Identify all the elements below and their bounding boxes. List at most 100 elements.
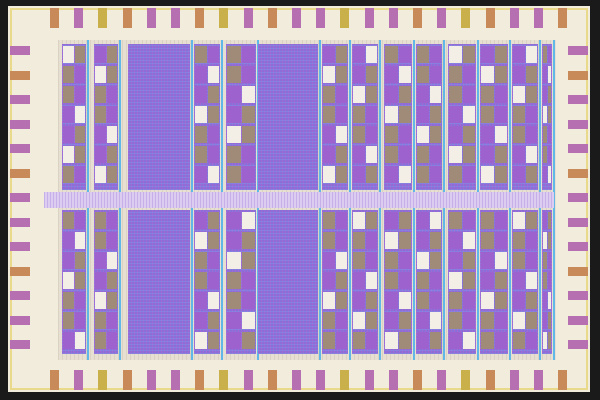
standard-cell-group — [323, 106, 335, 123]
standard-cell-group — [513, 166, 525, 183]
standard-cell-group — [106, 232, 117, 249]
standard-cell-group — [63, 252, 74, 269]
standard-cell-group — [106, 106, 117, 123]
standard-cell-group — [63, 232, 74, 249]
standard-cell-group — [385, 312, 398, 329]
power-strap — [553, 40, 555, 360]
io-pad — [534, 8, 543, 28]
standard-cell-group — [543, 146, 547, 163]
standard-cell-group — [417, 166, 429, 183]
logic-block — [512, 210, 538, 354]
standard-cell-group — [398, 106, 411, 123]
standard-cell-group — [525, 166, 537, 183]
standard-cell-group — [398, 252, 411, 269]
standard-cell-group — [429, 46, 441, 63]
io-pad — [437, 8, 447, 28]
io-pad — [568, 144, 588, 153]
standard-cell-group — [417, 292, 429, 309]
logic-block — [226, 44, 256, 190]
standard-cell-group — [494, 166, 507, 183]
standard-cell-group — [195, 332, 207, 349]
standard-cell-group — [398, 272, 411, 289]
standard-cell-group — [195, 166, 207, 183]
standard-cell-group — [417, 252, 429, 269]
io-pad — [10, 95, 30, 104]
io-pad — [10, 266, 30, 276]
standard-cell-group — [323, 146, 335, 163]
standard-cell-group — [74, 212, 85, 229]
standard-cell-group — [547, 252, 551, 269]
standard-cell-group — [207, 212, 219, 229]
standard-cell-group — [106, 272, 117, 289]
io-pad — [50, 8, 59, 28]
standard-cell-group — [195, 312, 207, 329]
standard-cell-group — [494, 86, 507, 103]
standard-cell-group — [74, 126, 85, 143]
standard-cell-group — [106, 332, 117, 349]
standard-cell-group — [241, 312, 255, 329]
standard-cell-group — [207, 46, 219, 63]
standard-cell-group — [353, 166, 365, 183]
standard-cell-group — [547, 292, 551, 309]
io-pad — [10, 144, 30, 153]
standard-cell-group — [106, 212, 117, 229]
io-pad — [10, 340, 30, 349]
standard-cell-group — [543, 232, 547, 249]
standard-cell-group — [365, 272, 377, 289]
io-pad — [568, 291, 588, 300]
logic-block — [352, 210, 378, 354]
standard-cell-group — [481, 252, 494, 269]
io-pad — [568, 95, 588, 104]
standard-cell-group — [513, 126, 525, 143]
standard-cell-group — [241, 212, 255, 229]
standard-cell-group — [449, 292, 462, 309]
standard-cell-group — [398, 232, 411, 249]
standard-cell-group — [63, 312, 74, 329]
standard-cell-group — [353, 232, 365, 249]
standard-cell-group — [449, 146, 462, 163]
standard-cell-group — [417, 212, 429, 229]
io-pad — [146, 8, 156, 28]
standard-cell-group — [417, 312, 429, 329]
io-pad — [171, 8, 180, 28]
standard-cell-group — [525, 292, 537, 309]
standard-cell-group — [462, 332, 475, 349]
io-pad — [534, 370, 543, 390]
standard-cell-group — [241, 46, 255, 63]
standard-cell-group — [462, 126, 475, 143]
standard-cell-group — [353, 66, 365, 83]
standard-cell-group — [525, 312, 537, 329]
standard-cell-group — [74, 232, 85, 249]
standard-cell-group — [429, 252, 441, 269]
standard-cell-group — [543, 312, 547, 329]
standard-cell-group — [353, 272, 365, 289]
io-pad — [195, 8, 205, 28]
standard-cell-group — [195, 86, 207, 103]
standard-cell-group — [449, 166, 462, 183]
standard-cell-group — [74, 292, 85, 309]
io-pad — [98, 8, 108, 28]
standard-cell-group — [227, 292, 241, 309]
standard-cell-group — [449, 106, 462, 123]
standard-cell-group — [494, 126, 507, 143]
standard-cell-group — [323, 166, 335, 183]
standard-cell-group — [335, 66, 347, 83]
standard-cell-group — [513, 232, 525, 249]
standard-cell-group — [494, 292, 507, 309]
io-pad — [243, 370, 253, 390]
standard-cell-group — [429, 126, 441, 143]
standard-cell-group — [543, 166, 547, 183]
standard-cell-group — [323, 86, 335, 103]
standard-cell-group — [449, 66, 462, 83]
standard-cell-group — [207, 166, 219, 183]
logic-block — [448, 44, 476, 190]
standard-cell-group — [481, 332, 494, 349]
standard-cell-group — [323, 232, 335, 249]
io-pad — [219, 370, 229, 390]
standard-cell-group — [547, 66, 551, 83]
standard-cell-group — [385, 86, 398, 103]
standard-cell-group — [525, 332, 537, 349]
standard-cell-group — [335, 166, 347, 183]
standard-cell-group — [385, 292, 398, 309]
standard-cell-group — [385, 106, 398, 123]
